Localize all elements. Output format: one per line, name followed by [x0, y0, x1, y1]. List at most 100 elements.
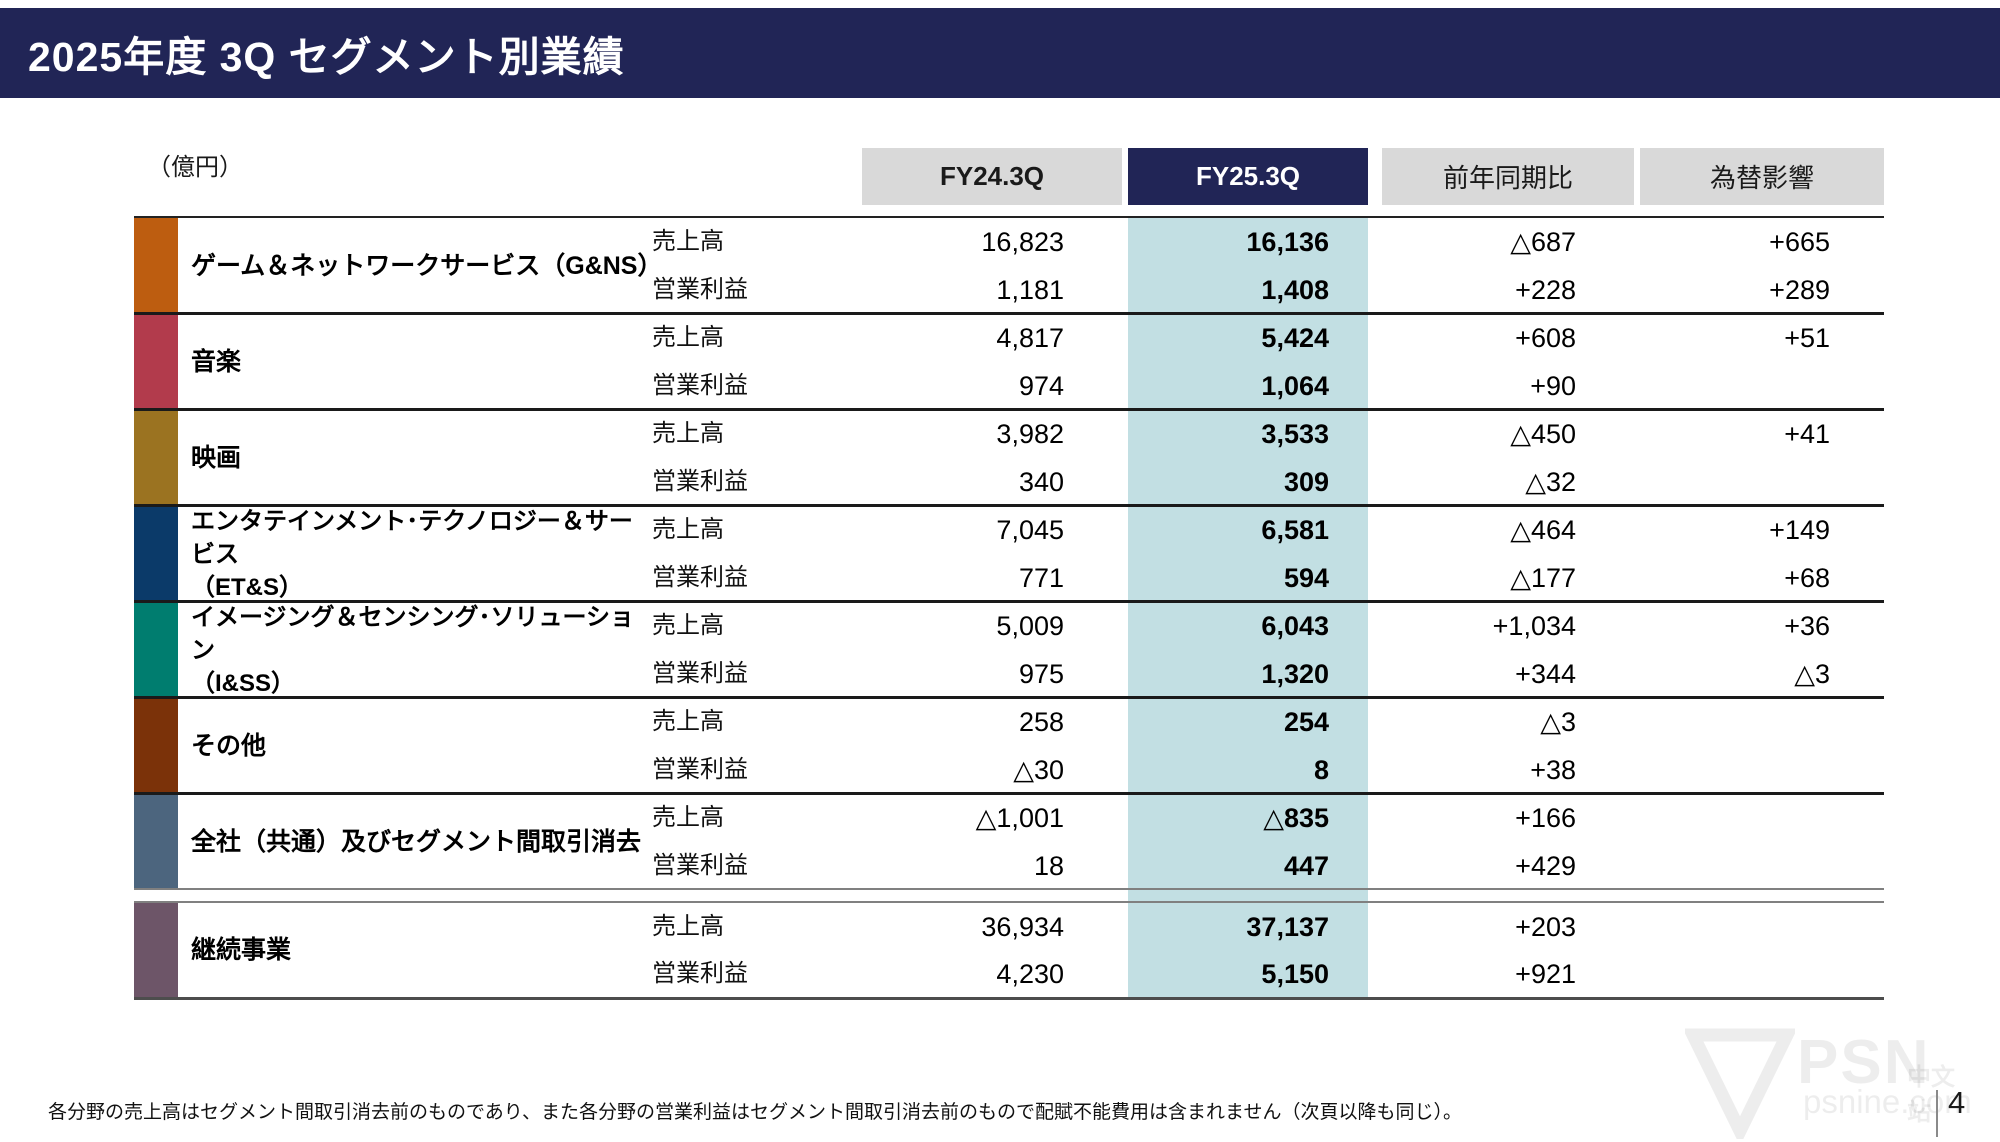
row-separator	[134, 216, 1884, 218]
metric-label: 売上高	[652, 708, 724, 735]
profit-row: 営業利益 771 594 △177 +68	[134, 554, 1884, 602]
column-header-yoy: 前年同期比	[1382, 148, 1634, 205]
sales-row: 売上高 16,823 16,136 △687 +665	[134, 218, 1884, 266]
yoy-value: +228	[1515, 275, 1576, 305]
metric-label: 営業利益	[652, 756, 748, 783]
profit-row: 営業利益 1,181 1,408 +228 +289	[134, 266, 1884, 314]
metric-label: 営業利益	[652, 564, 748, 591]
fy25-value: 594	[1283, 563, 1329, 593]
fx-value	[1640, 950, 1830, 998]
fy25-value: 6,581	[1261, 515, 1329, 545]
fy25-value: 5,424	[1261, 323, 1329, 353]
fx-value: +68	[1784, 563, 1830, 593]
fy24-value: 5,009	[996, 611, 1064, 641]
page-title: 2025年度 3Q セグメント別業績	[28, 34, 625, 80]
profit-row: 営業利益 4,230 5,150 +921	[134, 950, 1884, 998]
row-separator	[134, 997, 1884, 1000]
segment-name: その他	[191, 698, 651, 794]
metric-label: 営業利益	[652, 372, 748, 399]
segment-name: 映画	[191, 410, 651, 506]
segment-color-swatch	[134, 794, 178, 890]
yoy-value: +344	[1515, 659, 1576, 689]
fy24-value: 258	[1018, 707, 1064, 737]
metric-label: 売上高	[652, 516, 724, 543]
sales-row: 売上高 258 254 △3	[134, 698, 1884, 746]
fy24-value: 7,045	[996, 515, 1064, 545]
column-header-fy25: FY25.3Q	[1128, 148, 1368, 205]
table-row-music: 音楽 売上高 4,817 5,424 +608 +51 営業利益 974 1,0…	[134, 314, 1884, 410]
segment-name: 全社（共通）及びセグメント間取引消去	[191, 794, 651, 890]
yoy-value: △177	[1510, 563, 1576, 593]
metric-label: 営業利益	[652, 276, 748, 303]
yoy-value: △687	[1510, 227, 1576, 257]
fx-value	[1640, 458, 1830, 506]
fy25-highlight-band	[1128, 218, 1368, 999]
metric-label: 売上高	[652, 612, 724, 639]
page-number-divider	[1936, 1090, 1938, 1137]
fy25-value: 1,064	[1261, 371, 1329, 401]
profit-row: 営業利益 △30 8 +38	[134, 746, 1884, 794]
fx-value: +51	[1784, 323, 1830, 353]
segment-name: エンタテインメント･テクノロジー＆サービス （ET&S）	[191, 506, 651, 602]
fy25-value: 1,408	[1261, 275, 1329, 305]
segment-table: ゲーム＆ネットワークサービス（G&NS） 売上高 16,823 16,136 △…	[134, 218, 1884, 999]
segment-name-line1: 音楽	[191, 347, 242, 376]
metric-label: 売上高	[652, 228, 724, 255]
segment-name-line1: 継続事業	[191, 935, 292, 964]
metric-label: 営業利益	[652, 852, 748, 879]
table-row-continuing-operations: 継続事業 売上高 36,934 37,137 +203 営業利益 4,230 5…	[134, 903, 1884, 997]
fy25-value: 5,150	[1261, 959, 1329, 989]
fy25-value: 37,137	[1246, 912, 1329, 942]
unit-label: （億円）	[147, 154, 243, 181]
fy24-value: △30	[1013, 755, 1064, 785]
page-number: 4	[1948, 1085, 1966, 1120]
yoy-value: +921	[1515, 959, 1576, 989]
column-header-fy24: FY24.3Q	[862, 148, 1122, 205]
yoy-value: +429	[1515, 851, 1576, 881]
table-row-gns: ゲーム＆ネットワークサービス（G&NS） 売上高 16,823 16,136 △…	[134, 218, 1884, 314]
fy25-value: 254	[1283, 707, 1329, 737]
fy24-value: 36,934	[981, 912, 1064, 942]
row-separator	[134, 901, 1884, 903]
row-separator	[134, 312, 1884, 315]
sales-row: 売上高 4,817 5,424 +608 +51	[134, 314, 1884, 362]
profit-row: 営業利益 974 1,064 +90	[134, 362, 1884, 410]
psnine-logo-icon	[1685, 1028, 1795, 1139]
row-separator	[134, 504, 1884, 507]
yoy-value: △464	[1510, 515, 1576, 545]
yoy-value: +608	[1515, 323, 1576, 353]
fx-value	[1640, 842, 1830, 890]
row-separator	[134, 696, 1884, 699]
fy25-value: 16,136	[1246, 227, 1329, 257]
fy24-value: 975	[1018, 659, 1064, 689]
footnote: 各分野の売上高はセグメント間取引消去前のものであり、また各分野の営業利益はセグメ…	[48, 1102, 1462, 1123]
fy24-value: 16,823	[981, 227, 1064, 257]
segment-name: ゲーム＆ネットワークサービス（G&NS）	[191, 218, 662, 314]
fx-value: +289	[1769, 275, 1830, 305]
segment-name-line1: エンタテインメント･テクノロジー＆サービス	[191, 507, 633, 568]
metric-label: 売上高	[652, 420, 724, 447]
fy24-value: △1,001	[975, 803, 1064, 833]
yoy-value: +1,034	[1492, 611, 1576, 641]
fy24-value: 4,817	[996, 323, 1064, 353]
row-separator	[134, 888, 1884, 890]
row-separator	[134, 600, 1884, 603]
watermark-suffix: 中文站	[1907, 1064, 1955, 1126]
fy25-value: 8	[1313, 755, 1329, 785]
fx-value	[1640, 362, 1830, 410]
fx-value	[1640, 746, 1830, 794]
segment-name-line1: その他	[191, 731, 267, 760]
fy25-value: △835	[1263, 803, 1329, 833]
segment-name: 音楽	[191, 314, 651, 410]
sales-row: 売上高 7,045 6,581 △464 +149	[134, 506, 1884, 554]
watermark-domain: psnine.com	[1803, 1083, 1972, 1120]
sales-row: 売上高 △1,001 △835 +166	[134, 794, 1884, 842]
row-separator	[134, 408, 1884, 411]
yoy-value: +166	[1515, 803, 1576, 833]
fx-value: +41	[1784, 419, 1830, 449]
fx-value: +665	[1769, 227, 1830, 257]
segment-color-swatch	[134, 602, 178, 698]
metric-label: 営業利益	[652, 960, 748, 987]
slide-title-bar: 2025年度 3Q セグメント別業績	[0, 8, 2000, 98]
yoy-value: +203	[1515, 912, 1576, 942]
